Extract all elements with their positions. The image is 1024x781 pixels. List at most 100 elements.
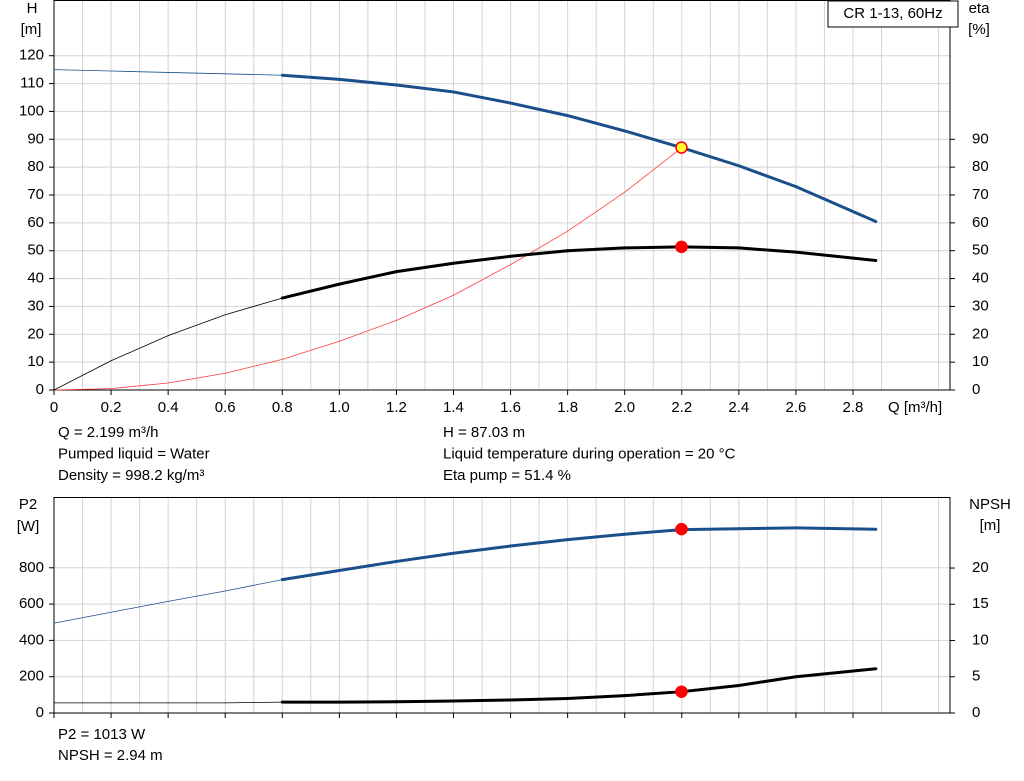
curve-segment: [224, 73, 283, 76]
curve-segment: [280, 73, 341, 81]
x-tick-label: 1.0: [329, 399, 350, 416]
y2-tick-label: 0: [972, 704, 980, 721]
info-text: P2 = 1013 W: [58, 726, 146, 743]
y2-tick-label: 15: [972, 595, 989, 612]
curve-segment: [451, 90, 513, 105]
curve-segment: [110, 382, 169, 390]
info-text: Q = 2.199 m³/h: [58, 424, 158, 441]
y-axis-label: [W]: [17, 518, 40, 535]
y-tick-label: 110: [20, 75, 44, 92]
curve-segment: [623, 528, 684, 536]
curve-segment: [509, 538, 570, 548]
info-text: Pumped liquid = Water: [58, 445, 210, 462]
y2-tick-label: 30: [972, 297, 989, 314]
y-tick-label: 0: [36, 381, 44, 398]
curve-segment: [280, 569, 341, 582]
y-tick-label: 60: [27, 214, 44, 231]
y-tick-label: 800: [19, 559, 44, 576]
curve-segment: [509, 101, 570, 118]
y2-tick-label: 10: [972, 631, 989, 648]
y2-tick-label: 60: [972, 214, 989, 231]
curve-segment: [53, 69, 112, 72]
curve-segment: [394, 699, 455, 704]
y-tick-label: 40: [27, 270, 44, 287]
y-tick-label: 120: [19, 47, 44, 64]
curve-segment: [394, 83, 455, 94]
curve-segment: [794, 667, 878, 679]
duty-point: [675, 141, 688, 154]
info-text: Density = 998.2 kg/m³: [58, 467, 204, 484]
y-tick-label: 0: [36, 704, 44, 721]
y-tick-label: 80: [27, 158, 44, 175]
curve-segment: [53, 360, 112, 391]
curve-segment: [337, 270, 398, 286]
curve-segment: [224, 579, 283, 592]
y-axis-label: P2: [19, 496, 37, 513]
curve-segment: [451, 544, 513, 555]
y2-tick-label: 50: [972, 242, 989, 259]
curve-segment: [623, 690, 684, 698]
curve-segment: [794, 250, 878, 262]
curve-segment: [510, 230, 569, 266]
plot-frame: [53, 497, 951, 714]
y2-axis-label: NPSH: [969, 496, 1011, 513]
curve-segment: [167, 590, 226, 602]
x-tick-label: 1.2: [386, 399, 407, 416]
curve-segment: [167, 72, 226, 75]
y2-axis-label: [%]: [968, 21, 990, 38]
curve-segment: [737, 246, 798, 254]
x-tick-label: 0: [50, 399, 58, 416]
y-tick-label: 50: [27, 242, 44, 259]
y2-tick-label: 90: [972, 130, 989, 147]
curve-segment: [509, 697, 570, 702]
y-tick-label: 200: [19, 668, 44, 685]
duty-point: [675, 240, 688, 254]
curve-segment: [53, 611, 112, 624]
curve-segment: [280, 282, 341, 300]
curve-segment: [680, 683, 741, 694]
y-tick-label: 30: [27, 297, 44, 314]
y-axis-label: [m]: [21, 21, 42, 38]
curve-segment: [680, 245, 741, 250]
curve-segment: [224, 297, 283, 316]
y2-tick-label: 80: [972, 158, 989, 175]
curve-segment: [167, 314, 226, 337]
curve-segment: [224, 358, 283, 374]
y2-tick-label: 5: [972, 668, 980, 685]
y-tick-label: 70: [27, 186, 44, 203]
x-tick-label: 1.8: [557, 399, 578, 416]
y2-tick-label: 20: [972, 325, 989, 342]
y-tick-label: 100: [19, 102, 44, 119]
curve-segment: [623, 129, 684, 150]
y-tick-label: 20: [27, 325, 44, 342]
curve-segment: [394, 261, 455, 274]
info-text: NPSH = 2.94 m: [58, 747, 163, 764]
title-box: [827, 0, 959, 28]
y2-tick-label: 70: [972, 186, 989, 203]
curve-segment: [737, 526, 798, 531]
curve-segment: [167, 372, 226, 384]
y-tick-label: 600: [19, 595, 44, 612]
curve-segment: [567, 191, 626, 232]
curve-segment: [737, 675, 798, 687]
curve-segment: [624, 147, 683, 193]
curve-segment: [337, 77, 398, 87]
y2-axis-label: [m]: [980, 517, 1001, 534]
y-tick-label: 400: [19, 631, 44, 648]
y-axis-label: H: [27, 0, 38, 17]
y2-tick-label: 10: [972, 353, 989, 370]
x-tick-label: 2.2: [671, 399, 692, 416]
curve-segment: [110, 600, 169, 613]
x-tick-label: 0.8: [272, 399, 293, 416]
curve-segment: [453, 264, 511, 296]
x-tick-label: 1.6: [500, 399, 521, 416]
duty-point: [675, 685, 688, 698]
curve-segment: [338, 319, 397, 342]
curve-segment: [680, 527, 741, 532]
y-tick-label: 10: [27, 353, 44, 370]
curve-segment: [53, 388, 112, 391]
x-tick-label: 2.0: [614, 399, 635, 416]
info-text: Eta pump = 51.4 %: [443, 467, 571, 484]
curve-segment: [794, 185, 878, 223]
